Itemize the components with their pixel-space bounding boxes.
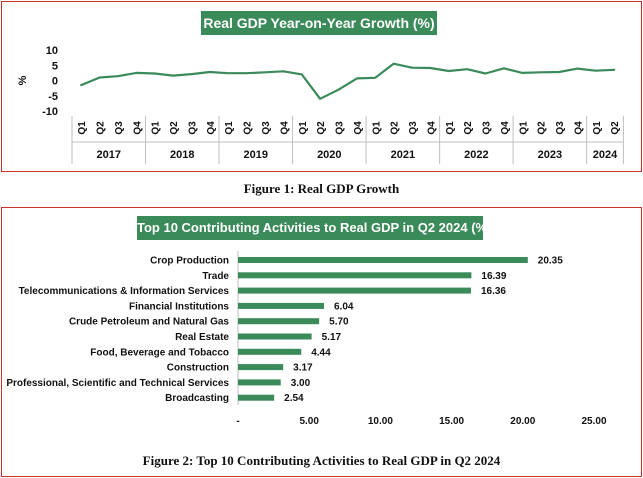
y-tick-label: 0: [52, 76, 58, 88]
bar: [238, 364, 284, 371]
year-label: 2024: [593, 149, 618, 161]
quarter-tick-label: Q2: [243, 121, 254, 135]
y-tick-label: 5: [52, 60, 58, 72]
bar: [238, 272, 472, 279]
category-label: Professional, Scientific and Technical S…: [6, 378, 229, 389]
year-label: 2020: [317, 149, 341, 161]
x-tick-label: 20.00: [510, 416, 535, 427]
category-label: Financial Institutions: [129, 301, 229, 312]
quarter-tick-label: Q3: [482, 121, 493, 135]
quarter-tick-label: Q1: [224, 121, 235, 135]
quarter-tick-label: Q3: [114, 121, 125, 135]
year-label: 2018: [170, 149, 194, 161]
year-label: 2021: [391, 149, 415, 161]
bar: [238, 302, 325, 309]
quarter-tick-label: Q4: [206, 121, 217, 135]
quarter-tick-label: Q2: [390, 121, 401, 135]
quarter-tick-label: Q4: [279, 121, 290, 135]
quarter-tick-label: Q1: [592, 121, 603, 135]
bar-value-label: 16.36: [481, 286, 506, 297]
category-label: Construction: [167, 363, 229, 374]
bar-value-label: 2.54: [284, 393, 304, 404]
quarter-tick-label: Q1: [518, 121, 529, 135]
x-tick-label: 10.00: [368, 416, 393, 427]
bar-value-label: 20.35: [538, 256, 563, 267]
y-tick-label: -10: [42, 106, 58, 118]
gdp-growth-line-chart: 10 5 0 -5 -10% Q1 Q2 Q3 Q4 Q1 Q2 Q3 Q4 Q1 Q2 Q3 Q4 Q1 Q2 Q3…: [17, 45, 624, 164]
quarter-tick-label: Q2: [610, 121, 621, 135]
category-label: Food, Beverage and Tobacco: [90, 347, 229, 358]
year-label: 2023: [538, 149, 562, 161]
year-label: 2022: [464, 149, 488, 161]
category-label: Telecommunications & Information Service…: [19, 286, 230, 297]
quarter-tick-label: Q4: [426, 121, 437, 135]
bar: [238, 318, 320, 325]
bar-value-label: 5.17: [322, 332, 342, 343]
category-label: Broadcasting: [165, 393, 229, 404]
x-tick-label: 25.00: [581, 416, 606, 427]
figure-2-caption: Figure 2: Top 10 Contributing Activities…: [142, 453, 501, 468]
bar: [238, 394, 275, 401]
figure-1-caption: Figure 1: Real GDP Growth: [243, 181, 400, 196]
chart-2-title: Top 10 Contributing Activities to Real G…: [137, 216, 491, 240]
bar: [238, 333, 312, 340]
bar-value-label: 16.39: [481, 271, 506, 282]
category-label: Crude Petroleum and Natural Gas: [69, 317, 229, 328]
bar: [238, 379, 281, 386]
bar-value-label: 3.17: [293, 363, 313, 374]
x-tick-label: 15.00: [439, 416, 464, 427]
quarter-tick-label: Q1: [371, 121, 382, 135]
quarter-tick-label: Q3: [335, 121, 346, 135]
quarter-tick-label: Q4: [573, 121, 584, 135]
quarter-tick-label: Q2: [316, 121, 327, 135]
quarter-tick-label: Q3: [261, 121, 272, 135]
chart-1-title: Real GDP Year-on-Year Growth (%): [201, 11, 437, 35]
y-tick-label: 10: [46, 45, 58, 57]
quarter-tick-label: Q2: [537, 121, 548, 135]
quarter-tick-label: Q4: [500, 121, 511, 135]
quarter-tick-label: Q4: [353, 121, 364, 135]
gdp-growth-line: [80, 62, 616, 100]
figure-1-frame: [1, 1, 642, 172]
quarter-tick-label: Q2: [169, 121, 180, 135]
quarter-tick-label: Q3: [408, 121, 419, 135]
quarter-tick-label: Q2: [96, 121, 107, 135]
quarter-tick-label: Q3: [555, 121, 566, 135]
bar: [238, 348, 302, 355]
year-label: 2019: [244, 149, 268, 161]
quarter-tick-label: Q1: [77, 121, 88, 135]
quarter-tick-label: Q1: [298, 121, 309, 135]
figure-2-frame: [1, 207, 642, 477]
bar: [238, 257, 528, 263]
bar-value-label: 3.00: [291, 378, 311, 389]
x-tick-label: 5.00: [299, 416, 319, 427]
category-label: Real Estate: [175, 332, 229, 343]
category-label: Crop Production: [150, 256, 229, 267]
bar: [238, 287, 471, 294]
bar-value-label: 4.44: [311, 347, 331, 358]
bar-value-label: 6.04: [334, 301, 354, 312]
quarter-tick-label: Q4: [132, 121, 143, 135]
year-label: 2017: [97, 149, 121, 161]
quarter-tick-label: Q3: [187, 121, 198, 135]
quarter-tick-label: Q2: [463, 121, 474, 135]
bar-value-label: 5.70: [329, 317, 349, 328]
quarter-tick-label: Q1: [445, 121, 456, 135]
category-label: Trade: [202, 271, 229, 282]
quarter-tick-label: Q1: [151, 121, 162, 135]
y-tick-label: -5: [48, 91, 58, 103]
x-tick-label: -: [236, 416, 239, 427]
y-axis-label: %: [17, 75, 29, 85]
